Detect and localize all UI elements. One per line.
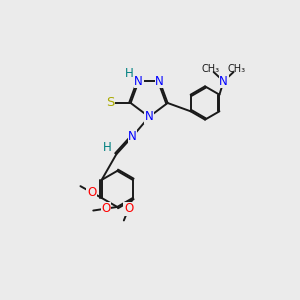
Text: O: O bbox=[124, 202, 133, 215]
Text: CH₃: CH₃ bbox=[228, 64, 246, 74]
Text: H: H bbox=[125, 67, 134, 80]
Text: S: S bbox=[106, 97, 114, 110]
Text: N: N bbox=[219, 75, 228, 88]
Text: O: O bbox=[87, 186, 96, 199]
Text: N: N bbox=[155, 74, 164, 88]
Text: H: H bbox=[103, 141, 112, 154]
Text: CH₃: CH₃ bbox=[201, 64, 219, 74]
Text: O: O bbox=[101, 202, 110, 215]
Text: N: N bbox=[145, 110, 154, 123]
Text: N: N bbox=[128, 130, 137, 143]
Text: N: N bbox=[134, 74, 143, 88]
